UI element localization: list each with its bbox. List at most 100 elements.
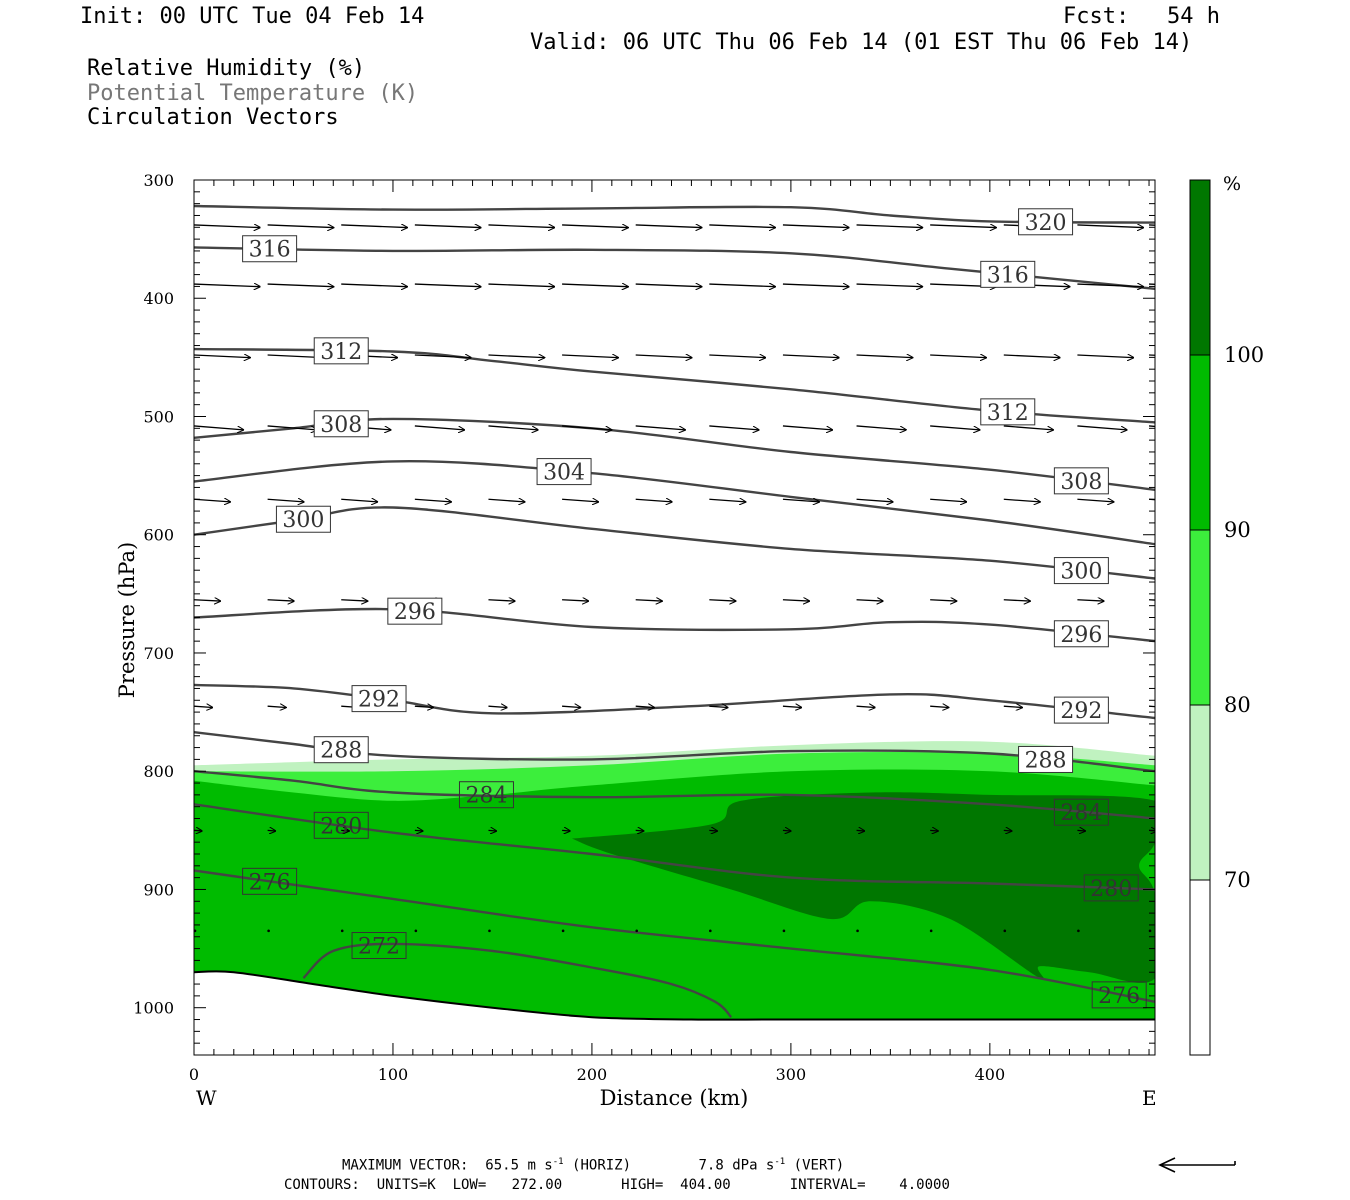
vector-arrow [488,830,496,831]
x-tick-label: 0 [189,1065,199,1084]
vector-dot [1003,929,1007,933]
vector-arrow [856,284,923,287]
maximum-vector-label: MAXIMUM VECTOR: [342,1157,469,1174]
contour-label-text: 280 [320,814,362,839]
vert-tag: (VERT) [793,1157,845,1174]
vector-dot [929,929,933,933]
vector-dot [194,929,197,933]
vector-arrow [341,284,407,287]
contour-label-box [1018,745,1074,773]
y-axis-label: Pressure (hPa) [115,542,139,698]
contour-label-320: 320 [1018,208,1074,236]
contour-label-316: 316 [242,235,298,263]
contour-label-308: 308 [313,410,369,438]
contour-label-box [1083,874,1139,902]
contours-info: CONTOURS: UNITS=K LOW= 272.00 HIGH= 404.… [284,1177,950,1193]
vector-arrow [341,830,349,831]
vert-unit: dPa s [732,1157,775,1174]
vector-dot [414,929,418,933]
forecast-hour: 54 h [1167,4,1220,29]
contour-label-box [351,685,407,713]
vector-arrow [1077,355,1133,358]
vector-dot [340,929,344,933]
contour-label-text: 276 [1098,984,1140,1009]
x-tick-label: 300 [776,1065,807,1084]
vector-arrow [562,499,598,502]
vector-arrow [562,425,612,430]
vector-arrow [782,600,809,601]
vector-arrow [488,600,514,601]
legend-relative-humidity: Relative Humidity (%) [87,56,366,81]
vector-arrow [856,425,907,430]
vector-arrow [267,830,276,831]
vector-arrow [709,499,745,502]
legend-circulation-vectors: Circulation Vectors [87,105,339,130]
contour-label-box [1053,620,1109,648]
contour-label-text: 280 [1090,877,1132,902]
vector-arrow [1077,225,1143,228]
vector-arrow [194,706,212,707]
vector-arrow [414,355,471,358]
isentrope-296 [194,607,1155,643]
east-label: E [1142,1086,1157,1110]
contour-label-288: 288 [1018,745,1074,773]
vector-arrow [635,600,662,601]
contour-label-text: 296 [1060,623,1102,648]
colorbar-segment [1190,180,1210,355]
vector-dot [488,929,491,933]
vector-arrow [341,225,407,228]
vector-arrow [414,284,481,287]
vector-arrow [341,600,367,601]
contour-label-300: 300 [1053,557,1109,585]
contour-label-312: 312 [313,337,369,365]
vector-arrow [930,425,980,430]
contour-label-box [1053,557,1109,585]
vector-arrow [562,225,628,228]
x-tick-label: 100 [378,1065,409,1084]
below-ground-mask [194,971,1155,1055]
vector-arrow [709,284,775,287]
vector-arrow [562,706,580,707]
vector-arrow [194,425,244,430]
vector-dot [856,929,859,933]
isentrope-304 [194,460,1155,546]
vector-arrow [635,706,654,707]
vector-dot [561,929,565,933]
contour-label-text: 292 [1060,699,1102,724]
vector-arrow [856,499,893,502]
contour-label-box [313,337,369,365]
contour-label-276: 276 [1091,981,1147,1009]
colorbar-segment [1190,355,1210,530]
contour-label-text: 272 [358,935,400,960]
contour-label-box [1018,208,1074,236]
horiz-unit: m s [527,1157,553,1174]
vector-arrow [930,600,956,601]
contour-label-text: 308 [1060,470,1102,495]
vector-dot [267,929,270,933]
vector-arrow [856,225,923,228]
contour-label-text: 300 [282,508,324,533]
contour-label-308: 308 [1053,467,1109,495]
contour-label-box [1053,696,1109,724]
contour-label-text: 316 [249,238,291,263]
vector-arrow [414,706,433,707]
vector-arrow [488,355,544,358]
relative-humidity-shading [194,741,1155,1055]
vector-arrow [414,425,465,430]
vector-arrow [1077,830,1085,831]
contour-label-296: 296 [387,597,443,625]
vector-arrow [562,830,570,831]
vector-arrow [856,600,883,601]
vector-arrow [414,225,481,228]
colorbar-label: 100 [1224,343,1264,367]
y-tick-label: 300 [143,171,174,190]
contour-label-text: 312 [320,340,362,365]
vector-arrow [488,225,554,228]
vector-arrow [562,284,628,287]
vector-arrow [1003,499,1040,502]
y-tick-label: 900 [143,880,174,899]
x-tick-label: 200 [577,1065,608,1084]
colorbar-frame [1189,179,1211,1056]
contour-label-288: 288 [313,736,369,764]
